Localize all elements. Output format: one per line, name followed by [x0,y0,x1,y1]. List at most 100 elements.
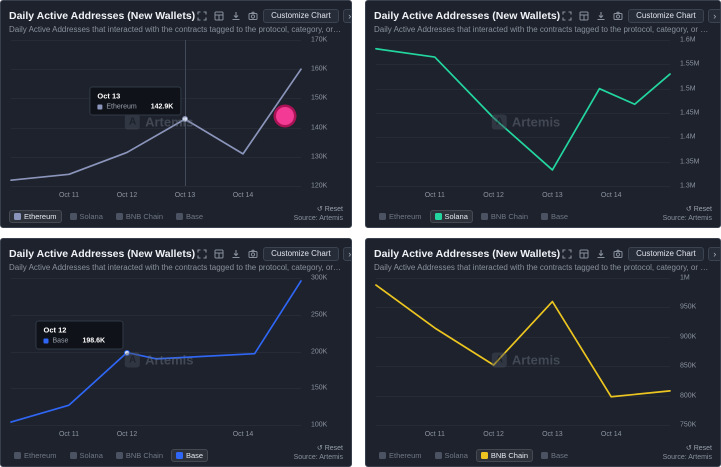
legend-item-base[interactable]: Base [536,449,573,462]
gridline [376,137,670,139]
legend-item-bnb-chain[interactable]: BNB Chain [476,210,533,223]
legend: Ethereum Solana BNB Chain Base [9,210,208,223]
panel-toolbar: Customize Chart › [195,8,351,23]
plot-area[interactable]: Oct 13 Ethereum 142.9K [11,40,301,187]
download-icon[interactable] [229,247,242,260]
solana-line-series [376,40,670,186]
panel-footer: Ethereum Solana BNB Chain Base ↺ Reset Sour… [9,440,343,462]
legend-item-solana[interactable]: Solana [65,210,108,223]
hover-marker-dot [182,116,188,123]
legend-item-ethereum[interactable]: Ethereum [374,449,427,462]
tooltip-series-swatch [43,338,49,344]
legend-item-bnb-chain[interactable]: BNB Chain [475,449,533,462]
download-icon[interactable] [594,9,607,22]
legend-item-bnb-chain[interactable]: BNB Chain [111,210,168,223]
reset-icon: ↺ [316,444,323,452]
plot-area[interactable] [376,40,670,187]
x-tick-label: Oct 13 [542,431,563,438]
reset-button[interactable]: ↺ Reset [294,205,343,214]
legend-label: BNB Chain [490,212,528,221]
reset-icon: ↺ [316,205,323,213]
legend-swatch [69,452,77,459]
legend-item-base[interactable]: Base [536,210,573,223]
reset-button[interactable]: ↺ Reset [294,444,343,453]
y-axis: 170K 160K 150K 140K 130K 120K [305,36,343,190]
source-label: Source: Artemis [662,453,712,461]
panel-subtitle: Daily Active Addresses that interacted w… [9,25,343,34]
bnb-chain-line-series [376,278,670,425]
table-icon[interactable] [577,9,590,22]
reset-button[interactable]: ↺ Reset [663,205,712,214]
legend-item-ethereum[interactable]: Ethereum [9,449,62,462]
chart-wrap: 1.6M 1.55M 1.5M 1.45M 1.4M 1.35M 1.3M Oct 11 Oc… [374,37,712,199]
x-tick-label: Oct 11 [58,431,80,438]
customize-chart-button[interactable]: Customize Chart [628,246,704,261]
crosshair-line [185,40,186,186]
y-tick-label: 1.3M [680,182,696,190]
gridline [376,307,670,309]
y-axis: 300K 250K 200K 150K 100K [305,275,343,429]
gridline [376,64,670,66]
y-tick-label: 1.55M [680,60,700,68]
x-axis: Oct 11 Oct 12 Oct 14 [11,427,301,438]
plot-area[interactable]: Oct 12 Base 198.6K [11,278,301,426]
chevron-right-icon[interactable]: › [707,8,720,23]
chart-tooltip: Oct 13 Ethereum 142.9K [89,86,182,116]
legend-item-solana[interactable]: Solana [430,449,473,462]
x-tick-label: Oct 13 [542,192,563,199]
legend-item-ethereum[interactable]: Ethereum [374,210,427,223]
tooltip-row: Base 198.6K [43,337,115,344]
camera-icon[interactable] [611,247,624,260]
gridline [11,278,301,279]
legend-item-base[interactable]: Base [171,449,209,462]
legend-item-solana[interactable]: Solana [429,210,473,223]
camera-icon[interactable] [246,9,259,22]
plot-area[interactable] [376,278,670,426]
legend: Ethereum Solana BNB Chain Base [374,210,573,223]
fullscreen-icon[interactable] [195,247,208,260]
gridline [11,127,301,129]
chart-tooltip: Oct 12 Base 198.6K [35,320,124,350]
legend-item-bnb-chain[interactable]: BNB Chain [111,449,168,462]
x-axis: Oct 11 Oct 12 Oct 13 Oct 14 [376,188,670,199]
source-label: Source: Artemis [293,214,343,222]
y-tick-label: 170K [311,36,328,44]
download-icon[interactable] [229,9,242,22]
fullscreen-icon[interactable] [560,247,573,260]
x-tick-label: Oct 11 [58,192,80,199]
chevron-right-icon[interactable]: › [707,246,720,261]
legend-item-solana[interactable]: Solana [65,449,108,462]
panel-title: Daily Active Addresses (New Wallets) [9,9,196,22]
y-tick-label: 200K [311,348,328,355]
customize-chart-button[interactable]: Customize Chart [263,8,339,23]
panel-subtitle: Daily Active Addresses that interacted w… [9,263,343,272]
legend-item-base[interactable]: Base [171,210,208,223]
camera-icon[interactable] [611,9,624,22]
gridline [376,278,670,279]
source-label: Source: Artemis [293,453,343,461]
customize-chart-button[interactable]: Customize Chart [628,8,704,23]
tooltip-series-swatch [97,104,103,110]
gridline [376,336,670,338]
table-icon[interactable] [212,247,225,260]
y-tick-label: 900K [680,333,697,341]
legend-swatch [115,452,123,459]
customize-chart-button[interactable]: Customize Chart [263,246,339,261]
tooltip-series-name: Base [52,337,69,345]
table-icon[interactable] [577,247,590,260]
panel-title: Daily Active Addresses (New Wallets) [9,247,196,260]
gridline [11,388,301,390]
y-tick-label: 950K [680,303,697,311]
reset-button[interactable]: ↺ Reset [663,444,712,453]
panel-header: Daily Active Addresses (New Wallets) Cus… [9,7,351,24]
fullscreen-icon[interactable] [195,9,208,22]
download-icon[interactable] [594,247,607,260]
chevron-right-icon[interactable]: › [342,246,351,261]
fullscreen-icon[interactable] [560,9,573,22]
legend-item-ethereum[interactable]: Ethereum [9,210,62,223]
camera-icon[interactable] [246,247,259,260]
chevron-right-icon[interactable]: › [342,8,351,23]
panel-header: Daily Active Addresses (New Wallets) Cus… [374,245,720,262]
table-icon[interactable] [212,9,225,22]
legend-label: Solana [444,451,468,460]
